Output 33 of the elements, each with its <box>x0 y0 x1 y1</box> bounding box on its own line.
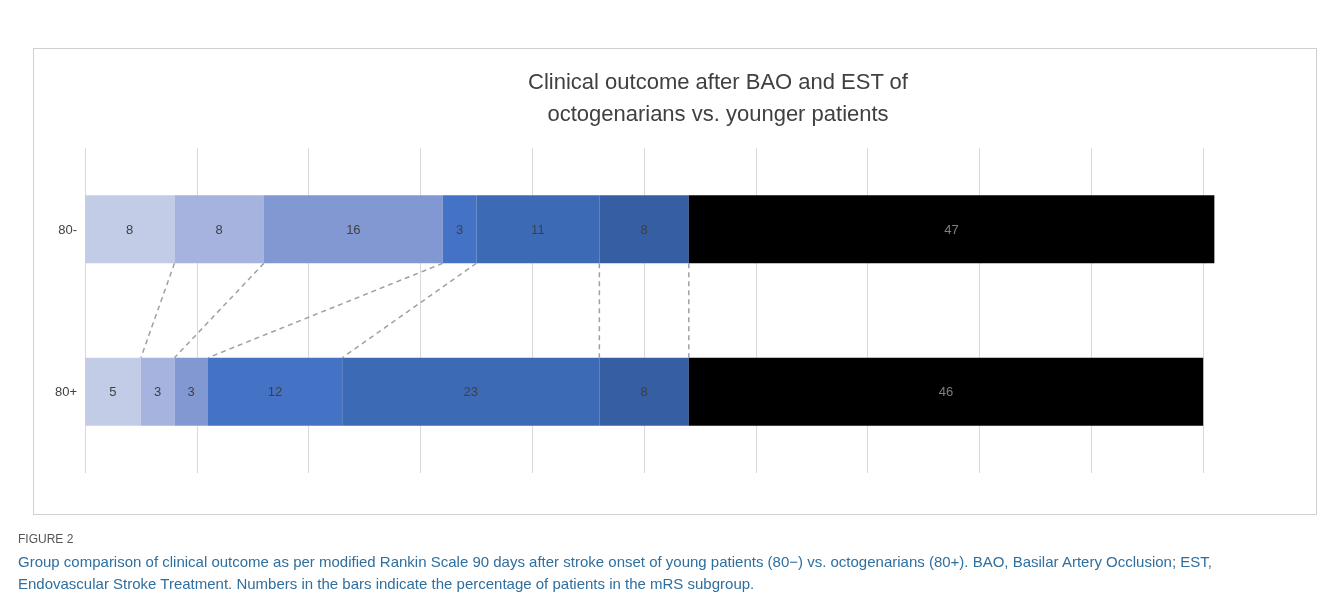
text: Group comparison of clinical outcome as per modified Rankin Scale 90 days after stroke onset of young patients (80−) vs. octogenarians (80+). BAO, Basilar Artery Occlusion; EST, Endovascular Stroke Treatment. Numbers in the bars indicate the percentage of patients in the mRS subgroup. <box>18 552 1217 592</box>
data-label: 3 <box>187 384 195 400</box>
bar <box>442 195 477 264</box>
bar <box>174 195 264 264</box>
data-label: 3 <box>154 384 162 400</box>
bar <box>174 357 208 426</box>
data-label: 12 <box>267 384 283 400</box>
data-label: 46 <box>938 384 954 400</box>
data-label: 8 <box>640 221 648 237</box>
bar <box>85 357 141 426</box>
bar <box>85 195 175 264</box>
y-tick-label: 80+ <box>54 384 77 400</box>
bar <box>599 195 689 264</box>
bar <box>263 195 443 264</box>
data-label: 16 <box>346 221 361 237</box>
data-label: 8 <box>215 221 223 237</box>
bar <box>599 357 689 426</box>
data-label: 3 <box>455 221 464 237</box>
data-label: 8 <box>126 221 134 237</box>
chart-title: Clinical outcome after BAO and EST of octogenarians vs. younger patients <box>528 68 909 126</box>
data-label: 5 <box>109 384 117 400</box>
bar <box>476 195 600 264</box>
bar <box>688 357 1204 426</box>
y-tick-label: 80- <box>58 221 77 237</box>
bar <box>208 357 343 426</box>
bar <box>342 357 600 426</box>
caption: FIGURE 2 <box>18 532 74 546</box>
data-label: 47 <box>944 221 959 237</box>
data-label: 11 <box>531 221 545 237</box>
bar <box>140 357 175 426</box>
data-label: 23 <box>463 384 479 400</box>
data-label: 8 <box>640 384 648 400</box>
bar <box>688 195 1215 264</box>
